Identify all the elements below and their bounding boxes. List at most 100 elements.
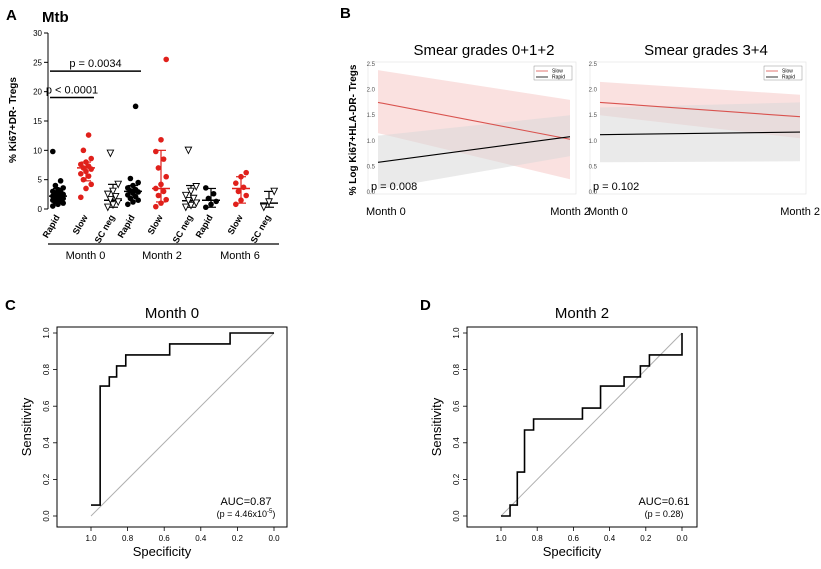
panel-a-y-label: % Ki67+DR- Tregs <box>8 77 19 163</box>
x-tick-label: Month 2 <box>550 206 590 218</box>
data-point <box>243 192 249 199</box>
panel-a: A Mtb 0 5 10 15 20 25 30 % Ki67+DR- Tregs Rapi… <box>6 7 279 262</box>
data-point <box>125 192 131 198</box>
x-tick-label: Month 2 <box>780 206 820 218</box>
y-tick-label: 25 <box>33 58 42 67</box>
group-label: Month 2 <box>142 250 182 262</box>
data-point <box>50 203 56 209</box>
data-point <box>160 188 167 195</box>
data-point-triangle <box>111 193 120 201</box>
y-tick-label: 30 <box>33 29 42 38</box>
data-point <box>233 201 239 208</box>
data-point <box>88 181 94 188</box>
p-value-exponent: -5 <box>267 509 273 515</box>
data-point <box>158 136 164 143</box>
y-tick-label: 20 <box>33 88 42 97</box>
facet-frame <box>367 61 577 195</box>
y-axis-label: Sensitivity <box>19 397 34 456</box>
x-tick-label: 0.8 <box>122 534 134 543</box>
data-point <box>203 185 209 191</box>
data-point-triangle <box>106 149 115 158</box>
facet-title: Smear grades 0+1+2 <box>414 42 555 59</box>
data-point <box>85 132 92 138</box>
data-point <box>85 173 92 179</box>
data-point <box>50 148 56 155</box>
y-tick-label: 15 <box>33 117 42 126</box>
data-point <box>127 175 134 182</box>
data-point <box>78 161 84 168</box>
auc-label: AUC=0.61 <box>638 496 689 508</box>
group-label: Month 0 <box>66 250 106 262</box>
x-tick-label: 1.0 <box>495 534 507 543</box>
series-line <box>377 136 571 163</box>
series-line <box>599 101 801 118</box>
data-point-triangle <box>114 198 123 207</box>
data-point <box>83 185 89 192</box>
y-tick-label: 10 <box>33 146 42 155</box>
y-tick-label: 2.5 <box>589 62 598 68</box>
group-label: Month 6 <box>220 250 260 262</box>
panel-b: B % Log Ki67+HLA-DR- Tregs Smear grades … <box>340 5 820 218</box>
x-tick-label: 0.2 <box>232 534 244 543</box>
y-tick-label: 1.5 <box>589 113 598 119</box>
y-tick-label: 0.2 <box>42 473 51 485</box>
p-value-label: (p = 0.28) <box>645 509 684 519</box>
series-line <box>599 131 801 136</box>
data-point <box>158 200 164 206</box>
category-label: Slow <box>71 212 91 236</box>
p-value-text: (p = 0.28) <box>645 509 684 519</box>
y-tick-label: 0.2 <box>452 473 461 485</box>
y-tick-label: 2.5 <box>367 62 376 68</box>
legend-box <box>763 65 803 81</box>
plot-title: Month 0 <box>145 305 199 322</box>
data-point-triangle <box>109 187 117 196</box>
roc-curve <box>91 332 274 506</box>
data-point <box>235 188 242 195</box>
legend-label: Rapid <box>782 75 795 81</box>
data-point <box>208 201 214 208</box>
data-point <box>55 186 61 193</box>
data-point <box>163 173 169 180</box>
data-point <box>155 192 162 199</box>
x-tick-label: 0.4 <box>195 534 207 543</box>
data-point <box>52 182 59 189</box>
category-label: Rapid <box>116 213 137 240</box>
data-point-triangle <box>114 180 123 189</box>
panel-label-c: C <box>5 297 16 314</box>
x-tick-label: Month 0 <box>588 206 628 218</box>
panel-b-facet-2: Smear grades 3+4 0.0 0.5 1.0 1.5 2.0 2.5 SlowRa… <box>588 42 820 218</box>
data-point <box>238 197 244 203</box>
data-point <box>203 204 209 211</box>
y-tick-label: 0.0 <box>589 190 598 196</box>
y-tick-label: 0.4 <box>452 437 461 449</box>
data-point <box>78 194 84 201</box>
panel-label-b: B <box>340 5 351 22</box>
reference-diagonal <box>500 332 683 517</box>
data-point <box>210 190 217 197</box>
data-point-triangle <box>189 194 198 203</box>
data-point <box>80 176 87 183</box>
category-label: Slow <box>226 212 246 236</box>
data-point <box>83 159 89 165</box>
y-tick-label: 0.5 <box>367 164 376 170</box>
data-point <box>135 179 141 186</box>
plot-frame <box>56 326 288 528</box>
y-tick-label: 1.0 <box>42 327 51 339</box>
x-tick-label: 0.6 <box>159 534 171 543</box>
panel-a-points <box>49 56 279 212</box>
data-point <box>163 196 169 203</box>
p-value-close: ) <box>272 509 275 519</box>
y-tick-label: 2.0 <box>367 88 376 94</box>
facet-frame <box>589 61 807 195</box>
data-point <box>213 198 219 205</box>
data-point-triangle <box>270 187 279 196</box>
y-tick-label: 0.8 <box>452 363 461 375</box>
y-tick-label: 0.0 <box>42 510 51 522</box>
y-tick-label: 1.0 <box>367 139 376 145</box>
category-label: SC neg <box>93 213 117 245</box>
panel-d: D Month 2 0.0 0.2 0.4 0.6 0.8 1.0 1.0 0.8 0.6 0.4 0… <box>420 297 698 559</box>
data-point <box>160 156 167 162</box>
x-axis-label: Specificity <box>133 544 192 559</box>
data-point <box>50 188 56 195</box>
p-value-label: (p = 4.46x10-5) <box>217 509 276 519</box>
